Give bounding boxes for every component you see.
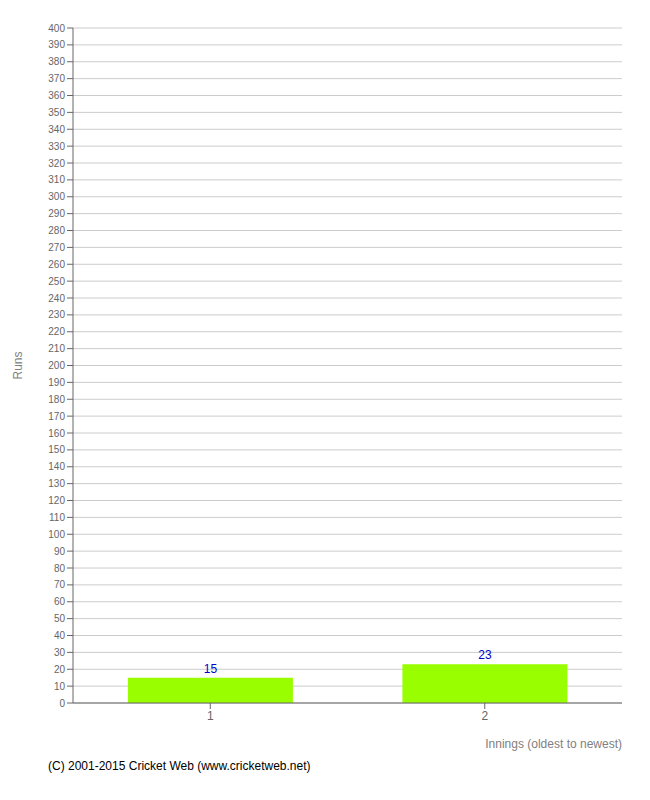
svg-text:300: 300 (48, 191, 65, 202)
svg-text:60: 60 (54, 596, 66, 607)
svg-text:200: 200 (48, 360, 65, 371)
svg-text:160: 160 (48, 428, 65, 439)
svg-text:130: 130 (48, 478, 65, 489)
svg-text:390: 390 (48, 39, 65, 50)
svg-text:Innings (oldest to newest): Innings (oldest to newest) (485, 737, 622, 751)
svg-text:70: 70 (54, 579, 66, 590)
svg-text:140: 140 (48, 461, 65, 472)
svg-text:50: 50 (54, 613, 66, 624)
svg-text:340: 340 (48, 124, 65, 135)
svg-text:370: 370 (48, 73, 65, 84)
svg-text:180: 180 (48, 394, 65, 405)
svg-text:220: 220 (48, 326, 65, 337)
svg-text:330: 330 (48, 141, 65, 152)
svg-text:120: 120 (48, 495, 65, 506)
svg-text:15: 15 (204, 662, 218, 676)
svg-text:30: 30 (54, 647, 66, 658)
svg-text:230: 230 (48, 309, 65, 320)
svg-text:0: 0 (59, 698, 65, 709)
svg-text:350: 350 (48, 107, 65, 118)
svg-text:280: 280 (48, 225, 65, 236)
svg-text:100: 100 (48, 529, 65, 540)
svg-text:240: 240 (48, 293, 65, 304)
svg-text:400: 400 (48, 23, 65, 34)
svg-text:360: 360 (48, 90, 65, 101)
svg-text:20: 20 (54, 664, 66, 675)
svg-text:150: 150 (48, 444, 65, 455)
svg-text:170: 170 (48, 411, 65, 422)
svg-text:310: 310 (48, 174, 65, 185)
svg-text:80: 80 (54, 563, 66, 574)
svg-text:260: 260 (48, 259, 65, 270)
svg-text:1: 1 (207, 709, 214, 723)
svg-text:23: 23 (478, 648, 492, 662)
svg-text:290: 290 (48, 208, 65, 219)
svg-text:110: 110 (49, 512, 65, 523)
svg-text:Runs: Runs (11, 351, 25, 379)
svg-text:2: 2 (481, 709, 488, 723)
svg-text:40: 40 (54, 630, 66, 641)
svg-text:380: 380 (48, 56, 65, 67)
svg-text:270: 270 (48, 242, 65, 253)
svg-text:190: 190 (48, 377, 65, 388)
svg-text:210: 210 (48, 343, 65, 354)
svg-text:10: 10 (54, 681, 66, 692)
svg-text:320: 320 (48, 158, 65, 169)
html-text:(C) 2001-2015 Cricket Web (www: (C) 2001-2015 Cricket Web (www.cricketwe… (48, 759, 311, 773)
svg-text:90: 90 (54, 546, 66, 557)
svg-text:250: 250 (48, 276, 65, 287)
